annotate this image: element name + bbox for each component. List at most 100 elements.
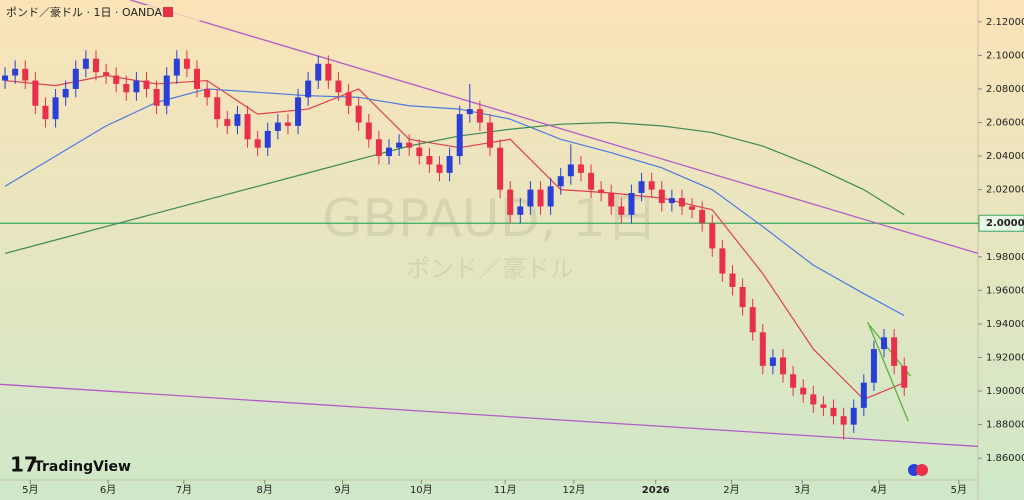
candle-body [264,130,271,148]
x-tick-label: 4月 [871,484,887,496]
candle-body [598,189,605,194]
candle-body [375,139,382,157]
candle-body [618,206,625,215]
candle-body [52,97,59,120]
candle-body [780,357,787,375]
candle-body [830,407,837,417]
candle-body [487,122,494,148]
candle-body [92,58,99,73]
candle-body [183,58,190,69]
candle-body [678,198,685,207]
candle-body [790,374,797,388]
candle-body [709,223,716,249]
candle-body [577,164,584,173]
candle-body [527,189,534,207]
x-tick-label: 9月 [334,484,350,496]
x-tick-label: 5月 [951,484,967,496]
candle-body [163,75,170,106]
y-tick-label: 1.94000 [986,319,1024,330]
candle-body [426,156,433,165]
candle-body [274,122,281,131]
candle-body [881,337,888,350]
x-tick-label: 10月 [410,484,433,496]
candle-body [2,75,9,81]
candle-body [497,147,504,190]
candle-body [699,209,706,224]
y-tick-label: 2.02000 [986,185,1024,196]
candle-body [628,193,635,215]
level-label: 2.00000 [986,218,1024,229]
watermark: GBPAUD, 1日 [322,189,658,249]
x-tick-label: 6月 [100,484,116,496]
candle-body [305,80,312,98]
candle-body [315,63,322,81]
x-tick-label: 2026 [642,485,670,496]
candle-body [588,172,595,190]
candle-body [355,105,362,123]
y-tick-label: 2.06000 [986,118,1024,129]
candle-body [537,189,544,207]
title-bg [2,5,200,21]
y-tick-label: 1.90000 [986,386,1024,397]
x-tick-label: 11月 [494,484,517,496]
candle-body [567,164,574,177]
candle-body [123,83,130,93]
candle-body [689,206,696,210]
candle-body [325,63,332,81]
indicator-line [130,0,979,255]
candle-body [22,68,29,81]
y-tick-label: 1.92000 [986,352,1024,363]
candle-body [557,176,564,187]
candle-body [901,365,908,388]
candle-body [759,332,766,366]
y-tick-label: 1.88000 [986,420,1024,431]
candle-body [153,88,160,106]
candle-body [194,68,201,89]
event-icon[interactable] [916,464,928,476]
y-tick-label: 1.98000 [986,252,1024,263]
indicator-line [0,383,979,448]
candle-body [42,105,49,120]
brand: TradingView [34,459,131,475]
candle-body [870,349,877,383]
candle-body [749,307,756,333]
x-tick-label: 8月 [257,484,273,496]
logo-mark: 𝟭𝟳 [10,453,38,477]
candle-body [608,193,615,207]
candle-body [204,88,211,98]
x-tick-label: 3月 [794,484,810,496]
candle-body [507,189,514,215]
candle-body [810,394,817,405]
candle-body [517,206,524,215]
candle-body [820,404,827,408]
candle-body [72,68,79,89]
candle-body [416,147,423,157]
candle-body [800,387,807,395]
candle-body [234,114,241,126]
y-tick-label: 2.04000 [986,151,1024,162]
candle-body [648,181,655,190]
candle-body [719,248,726,274]
y-tick-label: 1.96000 [986,285,1024,296]
candle-body [254,139,261,148]
candle-body [547,186,554,207]
x-tick-label: 5月 [22,484,38,496]
y-tick-label: 2.10000 [986,50,1024,61]
candle-body [436,164,443,173]
candle-body [466,109,473,115]
x-tick-label: 12月 [563,484,586,496]
y-tick-label: 2.08000 [986,84,1024,95]
candle-body [365,122,372,140]
candle-body [729,273,736,287]
x-tick-label: 2月 [723,484,739,496]
candle-body [295,97,302,126]
y-tick-label: 1.86000 [986,453,1024,464]
candle-body [406,142,413,148]
candle-body [891,337,898,366]
level-label-bg [978,214,1024,232]
candle-body [345,92,352,106]
candle-body [658,189,665,204]
candle-body [113,75,120,84]
candle-body [385,147,392,157]
